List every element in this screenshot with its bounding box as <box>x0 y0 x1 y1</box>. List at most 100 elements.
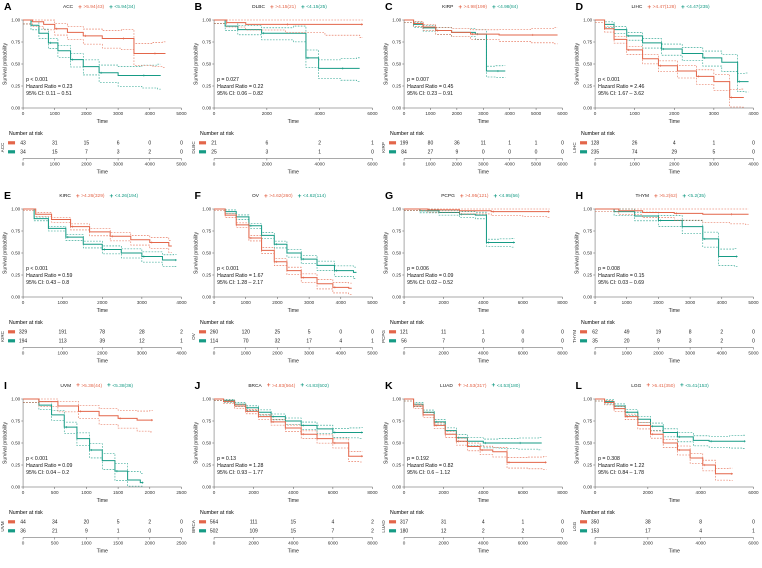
legend-item-high: + >5.41(350) <box>646 382 675 389</box>
x-axis-title: Time <box>668 308 679 314</box>
cancer-type-label: UVM <box>60 383 72 389</box>
stat-hazard-ratio: Hazard Ratio = 0.23 <box>26 84 72 90</box>
censor-mark <box>142 74 145 77</box>
legend-label-low: <4.15(25) <box>306 5 327 10</box>
risk-table-title: Number at risk <box>581 320 615 326</box>
risk-x-tick-label: 4000 <box>478 351 489 356</box>
x-tick-label: 0 <box>212 300 215 305</box>
censor-mark <box>658 219 662 222</box>
stat-p-value: p < 0.001 <box>217 266 239 272</box>
panel-header: D LIHC + >4.47(128) + <4.47(235) <box>572 0 762 14</box>
stat-p-value: p < 0.001 <box>598 77 620 83</box>
risk-count-low: 56 <box>401 339 407 345</box>
risk-count-low: 2 <box>482 528 485 534</box>
y-tick-label: 0.50 <box>583 62 592 67</box>
risk-x-tick-label: 6000 <box>557 162 568 167</box>
ci-upper-low <box>404 398 542 439</box>
stat-confidence-interval: 95% CI: 0.43 – 0.8 <box>26 280 69 286</box>
risk-count-low: 0 <box>148 528 151 534</box>
panel-title: THYM + >5.2(62) + <5.2(35) <box>583 192 758 200</box>
legend-label-low: <5.2(35) <box>687 194 706 200</box>
censor-plus-icon: + <box>107 382 111 390</box>
y-tick-label: 0.50 <box>11 62 20 67</box>
y-tick-label: 0.75 <box>202 40 211 45</box>
x-axis-title: Time <box>478 308 489 314</box>
risk-count-low: 34 <box>20 150 26 156</box>
risk-count-low: 502 <box>209 528 218 534</box>
x-tick-label: 3000 <box>113 111 124 116</box>
risk-count-low: 36 <box>20 528 26 534</box>
risk-count-low: 3 <box>117 150 120 156</box>
y-tick-label: 0.75 <box>392 40 401 45</box>
legend-label-low: <5.41(153) <box>685 383 709 389</box>
x-tick-label: 4000 <box>314 111 325 116</box>
legend-label-low: <5.94(34) <box>114 5 136 10</box>
risk-x-tick-label: 0 <box>593 540 596 545</box>
risk-x-axis-title: Time <box>97 548 108 554</box>
x-tick-label: 2000 <box>81 111 92 116</box>
risk-count-low: 70 <box>242 339 248 345</box>
risk-table-title: Number at risk <box>390 510 424 516</box>
risk-x-tick-label: 3000 <box>137 351 148 356</box>
risk-axis-cancer-label: LUAD <box>381 519 386 532</box>
y-tick-label: 0.75 <box>583 418 592 423</box>
x-tick-label: 2000 <box>642 490 653 495</box>
risk-x-tick-label: 8000 <box>557 351 568 356</box>
censor-mark <box>627 48 630 52</box>
ci-lower-high <box>594 211 749 226</box>
ci-lower-high <box>23 23 166 68</box>
x-axis-title: Time <box>97 308 108 314</box>
risk-x-tick-label: 2000 <box>145 540 156 545</box>
legend-label-high: >4.26(329) <box>81 194 105 200</box>
legend-label-low: <4.26(194) <box>114 194 139 200</box>
risk-count-high: 8 <box>699 519 702 525</box>
y-tick-label: 0.50 <box>583 440 592 445</box>
ci-upper-low <box>213 398 363 429</box>
km-panel: C KIRP + >4.98(199) + <4.98(84) 1.00 0.75 0.… <box>381 0 572 190</box>
censor-mark <box>66 236 69 239</box>
risk-count-low: 109 <box>249 528 258 534</box>
risk-row-marker-high <box>579 330 587 334</box>
stat-hazard-ratio: Hazard Ratio = 1.67 <box>217 273 263 279</box>
survival-curve-low <box>594 19 749 83</box>
km-plot: 1.00 0.75 0.50 0.25 0.00 Survival probability… <box>0 207 187 365</box>
x-tick-label: 0 <box>212 490 215 495</box>
km-panel: J BRCA + >4.83(564) + <4.83(502) 1.00 0.75 0… <box>190 378 381 568</box>
panel-letter: C <box>385 1 393 13</box>
risk-x-tick-label: 5000 <box>176 162 187 167</box>
x-axis-title: Time <box>668 498 679 504</box>
y-tick-label: 0.25 <box>202 273 211 278</box>
x-tick-label: 3000 <box>684 300 695 305</box>
legend-label-high: >4.53(317) <box>463 383 487 389</box>
risk-x-tick-label: 1500 <box>113 540 124 545</box>
risk-count-high: 0 <box>339 330 342 336</box>
risk-x-axis-title: Time <box>668 359 679 365</box>
risk-count-low: 27 <box>428 150 434 156</box>
risk-count-high: 2 <box>148 519 151 525</box>
survival-curve-high <box>594 19 744 98</box>
risk-axis-cancer-label: OV <box>191 333 196 341</box>
risk-x-tick-label: 2000 <box>439 351 450 356</box>
stat-p-value: p = 0.13 <box>217 456 236 462</box>
risk-count-low: 2 <box>720 339 723 345</box>
censor-mark <box>661 47 665 51</box>
risk-x-tick-label: 4000 <box>478 540 489 545</box>
x-tick-label: 3000 <box>137 300 148 305</box>
censor-mark <box>271 420 274 423</box>
censor-mark <box>738 80 741 83</box>
panel-title: BRCA + >4.83(564) + <4.83(502) <box>200 382 377 389</box>
y-tick-label: 0.50 <box>202 440 211 445</box>
survival-curve-high <box>23 208 172 247</box>
cancer-type-label: LIHC <box>631 5 643 10</box>
risk-x-tick-label: 0 <box>593 351 596 356</box>
risk-x-axis-title: Time <box>287 548 298 554</box>
censor-mark <box>457 439 460 442</box>
legend-item-low: + <5.38(36) <box>107 382 133 390</box>
survival-curve-high <box>404 19 558 36</box>
censor-mark <box>111 235 114 238</box>
y-tick-label: 1.00 <box>11 396 20 401</box>
risk-count-low: 153 <box>590 528 599 534</box>
risk-count-low: 4 <box>339 339 342 345</box>
panel-header: G PCPG + >4.95(121) + <4.95(56) <box>381 189 572 203</box>
